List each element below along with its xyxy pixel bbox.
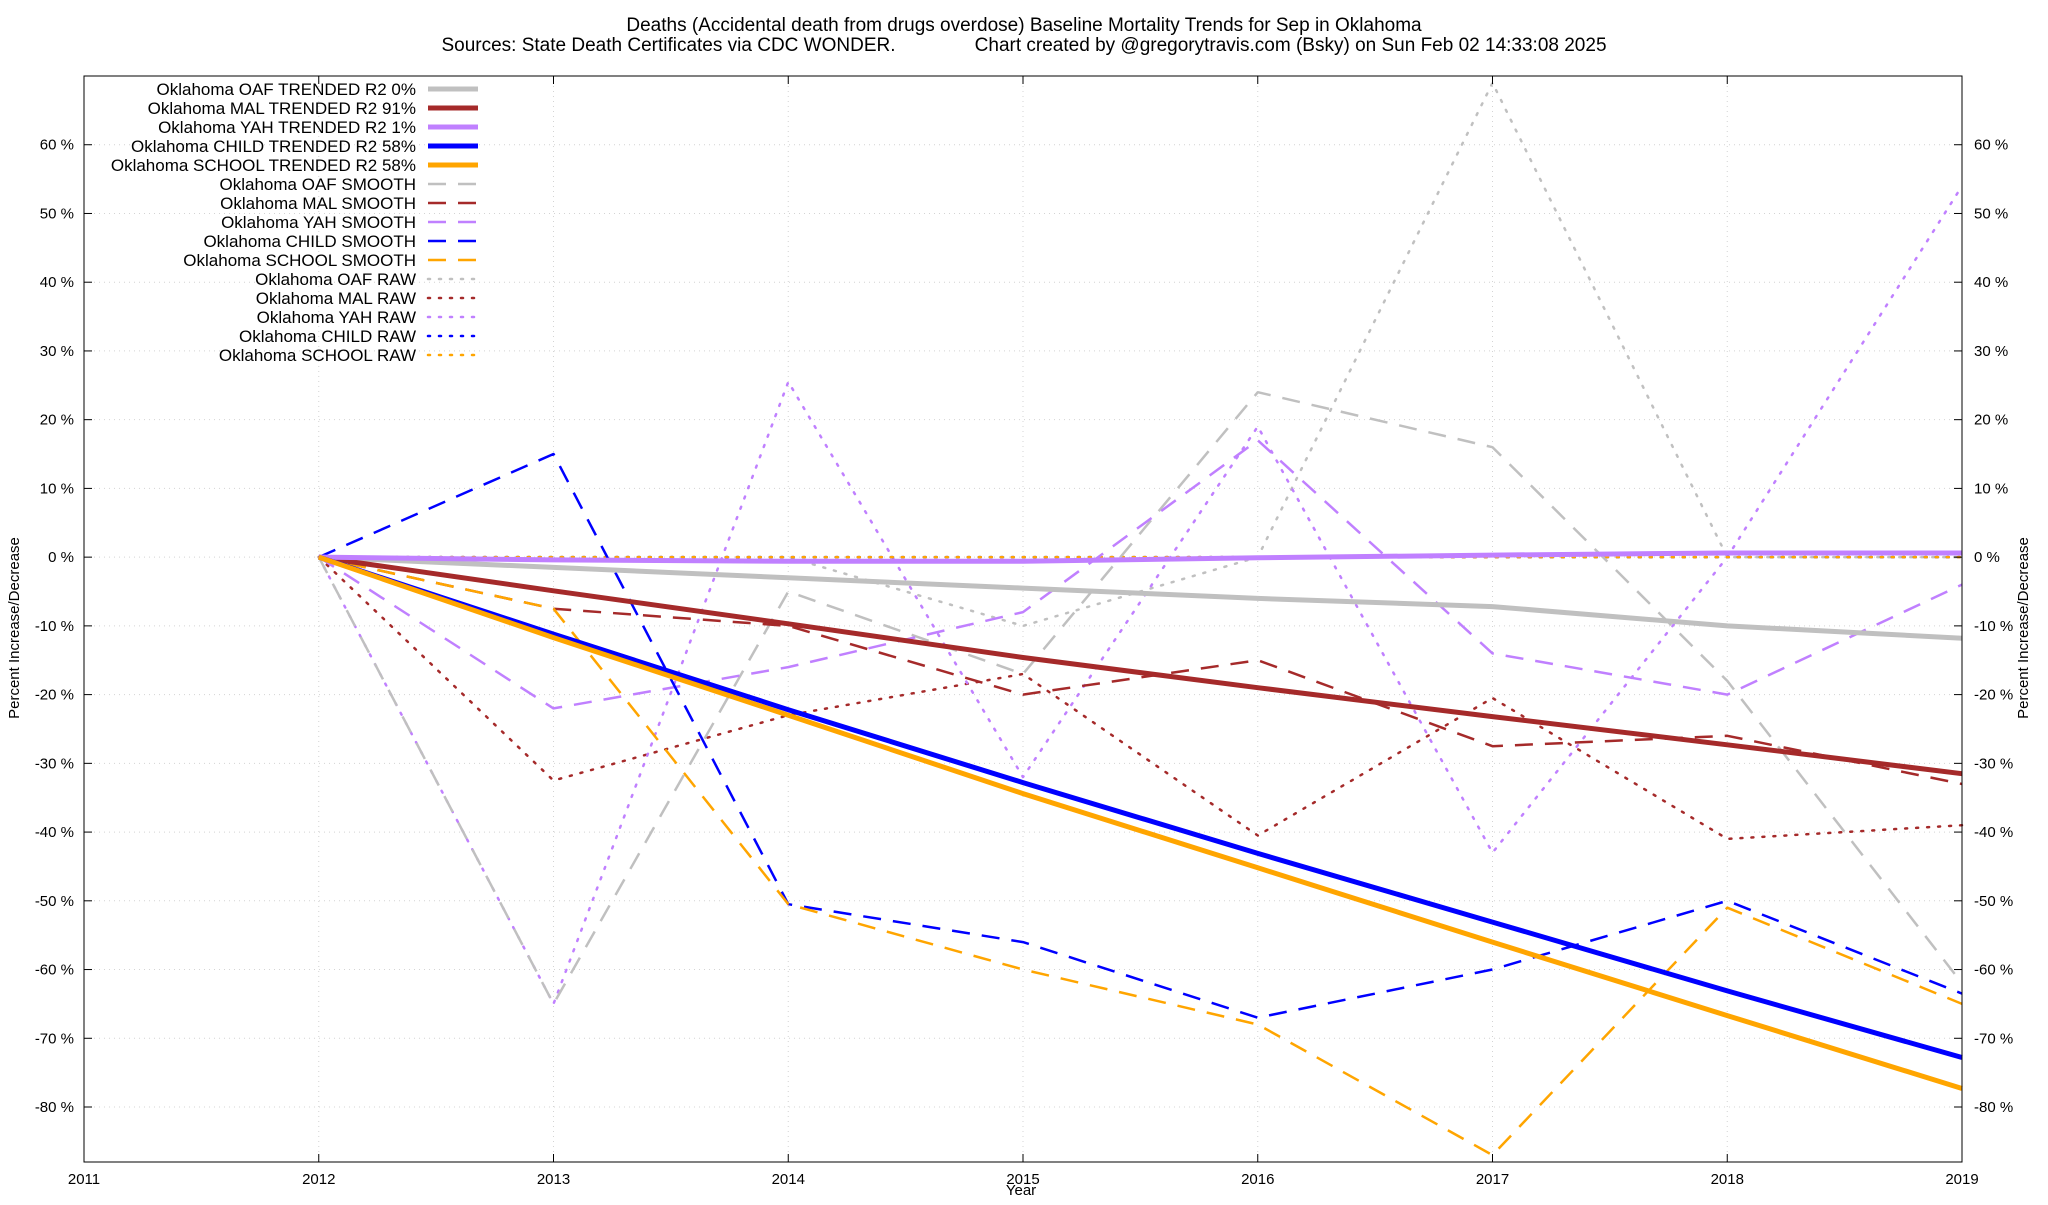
x-tick-label: 2016 [1241, 1171, 1274, 1188]
legend-item-yah-smooth: Oklahoma YAH SMOOTH [221, 213, 478, 232]
y2-tick-label: -40 % [1974, 824, 2013, 841]
x-tick-label: 2017 [1476, 1171, 1509, 1188]
x-tick-label: 2012 [302, 1171, 335, 1188]
y2-tick-label: 20 % [1974, 412, 2008, 429]
y2-tick-label: -80 % [1974, 1099, 2013, 1116]
legend-label: Oklahoma MAL TRENDED R2 91% [148, 99, 416, 118]
y-axis-label: Percent Increase/Decrease [6, 537, 23, 719]
legend-item-school-raw: Oklahoma SCHOOL RAW [219, 346, 480, 365]
legend-label: Oklahoma YAH TRENDED R2 1% [158, 118, 416, 137]
legend-label: Oklahoma SCHOOL RAW [219, 346, 416, 365]
x-tick-label: 2013 [537, 1171, 570, 1188]
y-tick-label: 20 % [40, 412, 74, 429]
x-axis-label: Year [1006, 1182, 1036, 1199]
y2-tick-label: 60 % [1974, 137, 2008, 154]
y2-tick-label: -60 % [1974, 962, 2013, 979]
legend-label: Oklahoma CHILD TRENDED R2 58% [131, 137, 416, 156]
series-line-oaf-raw [317, 81, 1964, 628]
x-tick-label: 2014 [772, 1171, 805, 1188]
y2-tick-label: 10 % [1974, 480, 2008, 497]
legend-item-mal-raw: Oklahoma MAL RAW [256, 289, 480, 308]
y-tick-label: -20 % [35, 687, 74, 704]
chart-title: Deaths (Accidental death from drugs over… [626, 15, 1422, 36]
x-tick-label: 2015 [1006, 1171, 1039, 1188]
legend-label: Oklahoma MAL SMOOTH [220, 194, 416, 213]
legend-item-school-trended: Oklahoma SCHOOL TRENDED R2 58% [111, 156, 478, 175]
x-tick-label: 2018 [1711, 1171, 1744, 1188]
y2-axis-label: Percent Increase/Decrease [2015, 537, 2032, 719]
series-line-child-trended [318, 554, 1963, 1060]
series-line-yah-raw [317, 184, 1964, 1006]
y2-tick-label: -30 % [1974, 755, 2013, 772]
x-tick-label: 2011 [68, 1171, 100, 1188]
legend-item-child-trended: Oklahoma CHILD TRENDED R2 58% [131, 137, 478, 156]
y-tick-label: -30 % [35, 755, 74, 772]
legend-label: Oklahoma YAH SMOOTH [221, 213, 416, 232]
legend-label: Oklahoma SCHOOL TRENDED R2 58% [111, 156, 416, 175]
legend-item-mal-trended: Oklahoma MAL TRENDED R2 91% [148, 99, 478, 118]
plot-series [317, 81, 1964, 1157]
legend-label: Oklahoma CHILD SMOOTH [203, 232, 416, 251]
series-line-oaf-trended [318, 554, 1963, 641]
series-line-mal-smooth [318, 555, 1963, 786]
series-line-school-trended [317, 554, 1963, 1091]
y2-tick-label: -10 % [1974, 618, 2013, 635]
y-tick-label: -50 % [35, 893, 74, 910]
legend-item-yah-raw: Oklahoma YAH RAW [257, 308, 480, 327]
series-line-mal-raw [317, 555, 1964, 841]
legend-item-yah-trended: Oklahoma YAH TRENDED R2 1% [158, 118, 478, 137]
legend-label: Oklahoma YAH RAW [257, 308, 416, 327]
y2-tick-label: -70 % [1974, 1030, 2013, 1047]
y-tick-label: -60 % [35, 962, 74, 979]
series-line-yah-smooth [318, 439, 1963, 710]
y2-tick-label: 0 % [1974, 549, 2000, 566]
y-tick-label: 0 % [48, 549, 74, 566]
series-line-mal-trended [318, 554, 1963, 777]
legend-label: Oklahoma CHILD RAW [239, 327, 416, 346]
y-tick-label: -80 % [35, 1099, 74, 1116]
legend-label: Oklahoma OAF SMOOTH [220, 175, 416, 194]
y-tick-label: 10 % [40, 480, 74, 497]
legend-item-oaf-trended: Oklahoma OAF TRENDED R2 0% [157, 80, 478, 99]
y-tick-label: 40 % [40, 274, 74, 291]
y2-tick-label: -50 % [1974, 893, 2013, 910]
y-tick-label: -70 % [35, 1030, 74, 1047]
legend-item-oaf-raw: Oklahoma OAF RAW [255, 270, 480, 289]
y-tick-label: 30 % [40, 343, 74, 360]
legend-item-mal-smooth: Oklahoma MAL SMOOTH [220, 194, 478, 213]
x-tick-label: 2019 [1945, 1171, 1978, 1188]
y2-tick-label: 50 % [1974, 205, 2008, 222]
legend-item-child-smooth: Oklahoma CHILD SMOOTH [203, 232, 478, 251]
y2-tick-label: -20 % [1974, 687, 2013, 704]
legend-label: Oklahoma OAF TRENDED R2 0% [157, 80, 416, 99]
y-tick-label: 50 % [40, 205, 74, 222]
legend-item-child-raw: Oklahoma CHILD RAW [239, 327, 480, 346]
axis-ticks: 2011 2012 2013 2014 2015 2016 2017 2018 2019 60 %… [35, 76, 2013, 1188]
series-line-school-smooth [318, 555, 1963, 1157]
legend-item-school-smooth: Oklahoma SCHOOL SMOOTH [183, 251, 478, 270]
series-line-oaf-smooth [317, 390, 1963, 1006]
y-tick-label: 60 % [40, 137, 74, 154]
y-tick-label: -10 % [35, 618, 74, 635]
y2-tick-label: 30 % [1974, 343, 2008, 360]
legend-label: Oklahoma MAL RAW [256, 289, 416, 308]
chart-legend: Oklahoma OAF TRENDED R2 0%Oklahoma MAL T… [111, 80, 480, 365]
series-line-child-smooth [318, 452, 1963, 1019]
legend-label: Oklahoma SCHOOL SMOOTH [183, 251, 416, 270]
series-line-yah-trended [318, 550, 1962, 564]
legend-item-oaf-smooth: Oklahoma OAF SMOOTH [220, 175, 478, 194]
y2-tick-label: 40 % [1974, 274, 2008, 291]
y-tick-label: -40 % [35, 824, 74, 841]
chart-subtitle: Sources: State Death Certificates via CD… [441, 35, 1606, 56]
legend-label: Oklahoma OAF RAW [255, 270, 416, 289]
